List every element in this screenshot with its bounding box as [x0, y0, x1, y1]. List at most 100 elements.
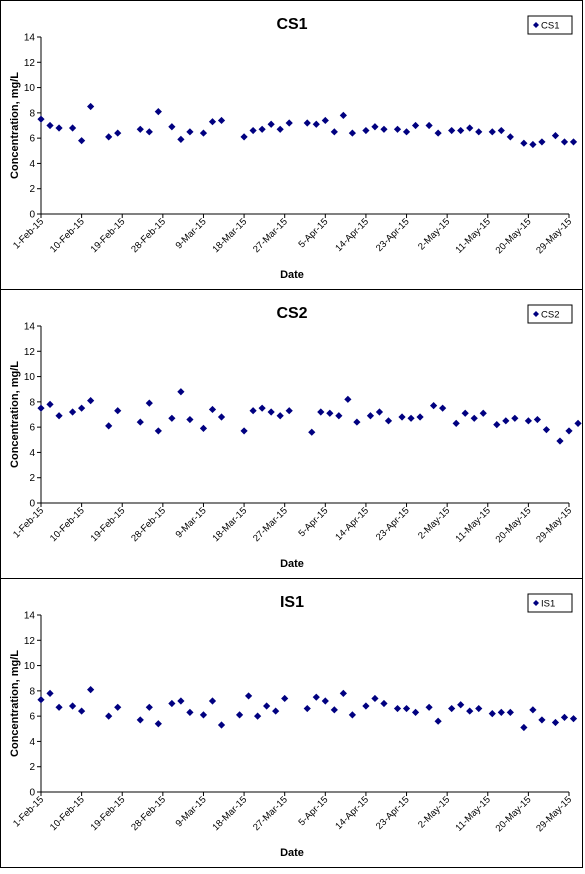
data-point [114, 407, 122, 415]
data-point [529, 706, 537, 714]
y-tick-label: 0 [29, 210, 35, 221]
x-tick-label: 29-May-15 [534, 505, 574, 545]
x-tick-label: 18-Mar-15 [210, 794, 249, 833]
x-tick-label: 1-Feb-15 [11, 794, 46, 829]
x-tick-label: 5-Apr-15 [297, 216, 331, 250]
legend-box [527, 15, 573, 35]
data-point [461, 409, 469, 417]
data-point [154, 427, 162, 435]
data-point [208, 697, 217, 705]
data-point [339, 111, 347, 119]
data-point [538, 716, 546, 724]
data-point [434, 717, 442, 725]
y-tick-label: 2 [29, 473, 35, 484]
data-point [199, 711, 208, 719]
legend-box [527, 593, 573, 613]
data-point [37, 696, 45, 704]
data-point [430, 402, 438, 410]
data-point [276, 412, 284, 420]
data-point [68, 124, 77, 132]
y-tick-label: 8 [29, 397, 35, 408]
y-axis-label: Concentration, mg/L [9, 650, 21, 757]
y-tick-label: 10 [24, 83, 36, 94]
data-point [46, 400, 54, 408]
data-point [258, 125, 266, 133]
y-tick-label: 2 [29, 762, 35, 773]
x-tick-label: 10-Feb-15 [48, 794, 87, 833]
y-tick-label: 0 [29, 499, 35, 510]
data-point [326, 409, 334, 417]
data-point [168, 414, 176, 422]
data-point [177, 388, 185, 396]
data-point [199, 424, 208, 433]
x-tick-label: 29-May-15 [534, 216, 574, 256]
data-point [199, 129, 208, 137]
x-tick-label: 28-Feb-15 [129, 794, 168, 833]
y-tick-label: 4 [29, 737, 35, 748]
data-point [68, 702, 77, 710]
data-point [457, 701, 465, 709]
x-tick-label: 19-Feb-15 [89, 794, 128, 833]
x-tick-label: 2-May-15 [416, 505, 452, 541]
data-point [254, 712, 262, 720]
data-point [37, 404, 45, 412]
data-point [362, 702, 370, 710]
x-tick-label: 29-May-15 [534, 794, 574, 834]
data-point [217, 116, 226, 125]
data-point [425, 703, 433, 711]
x-tick-label: 1-Feb-15 [11, 505, 46, 540]
x-tick-label: 14-Apr-15 [333, 505, 371, 543]
x-axis-label: Date [280, 269, 304, 281]
data-point [186, 415, 194, 424]
data-point [520, 139, 528, 147]
data-point [375, 408, 384, 416]
y-tick-label: 8 [29, 686, 35, 697]
data-point [240, 133, 248, 141]
data-point [371, 123, 379, 131]
x-tick-label: 11-May-15 [454, 794, 493, 833]
data-point [281, 694, 289, 703]
data-point [317, 408, 325, 416]
data-point [186, 128, 194, 136]
data-point [574, 419, 582, 427]
data-point [348, 711, 356, 719]
data-point [145, 399, 153, 407]
data-point [348, 129, 356, 137]
data-point [55, 124, 63, 132]
data-point [479, 409, 487, 417]
legend-marker [533, 311, 539, 317]
x-tick-label: 10-Feb-15 [48, 505, 87, 544]
y-tick-label: 6 [29, 134, 35, 145]
x-tick-label: 14-Apr-15 [333, 794, 371, 832]
data-point [263, 702, 271, 710]
data-point [249, 126, 257, 135]
data-point [402, 128, 411, 136]
data-point [506, 708, 514, 716]
data-point [529, 140, 537, 149]
data-point [136, 418, 144, 426]
x-tick-label: 27-Mar-15 [251, 794, 290, 833]
x-tick-label: 9-Mar-15 [174, 216, 209, 251]
data-point [493, 421, 501, 429]
data-point [208, 118, 217, 126]
data-point [114, 129, 122, 137]
data-point [321, 697, 329, 705]
data-point [416, 413, 424, 421]
x-axis-label: Date [280, 558, 304, 570]
data-point [168, 123, 176, 131]
data-point [533, 415, 542, 424]
data-point [344, 395, 352, 403]
data-point [78, 404, 86, 412]
data-point [366, 412, 375, 420]
x-tick-label: 28-Feb-15 [129, 216, 168, 255]
y-tick-label: 0 [29, 788, 35, 799]
data-point [560, 138, 569, 146]
data-point [217, 413, 226, 421]
x-tick-label: 5-Apr-15 [297, 505, 331, 539]
y-axis-label: Concentration, mg/L [9, 361, 21, 468]
data-point [105, 422, 113, 430]
chart-svg: CS2 0 2 4 6 8 10 12 14 1-Feb-15 10-Feb-15 19-Feb-15… [9, 304, 582, 570]
data-point [321, 116, 329, 125]
data-point [208, 405, 217, 414]
